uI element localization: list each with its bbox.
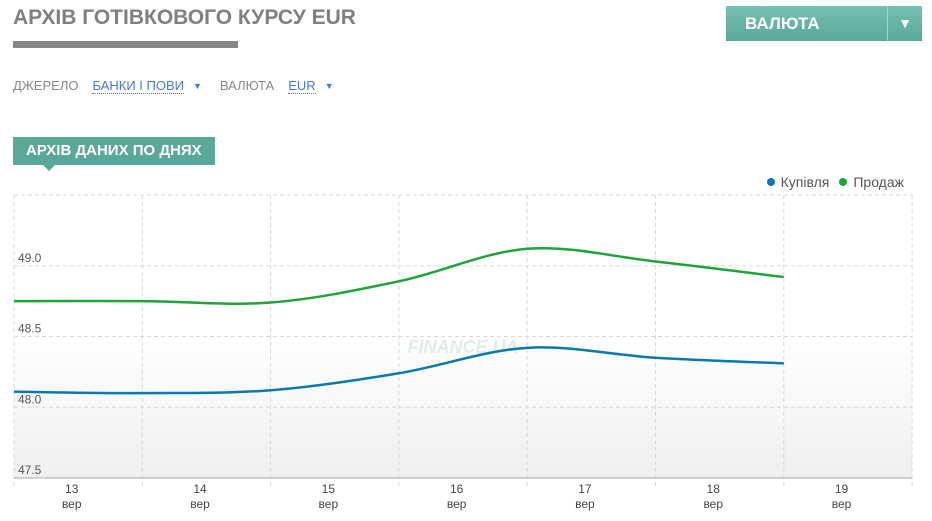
chevron-down-icon[interactable]: ▼ (193, 81, 202, 91)
legend-dot-icon (766, 178, 775, 186)
x-tick-sublabel: вер (62, 497, 82, 511)
legend-dot-icon (839, 178, 848, 186)
x-tick-label: 18 (707, 482, 721, 496)
x-tick-label: 17 (578, 482, 592, 496)
x-tick-label: 13 (65, 482, 79, 496)
section-tag: АРХІВ ДАНИХ ПО ДНЯХ (13, 137, 215, 171)
x-tick-sublabel: вер (319, 497, 339, 511)
legend-sell[interactable]: Продаж (839, 174, 904, 190)
x-tick-sublabel: вер (447, 497, 467, 511)
series-line-buy (13, 346, 784, 395)
title-underline (13, 41, 238, 48)
x-tick-sublabel: вер (832, 497, 852, 511)
currency-button[interactable]: ВАЛЮТА ▼ (726, 6, 922, 41)
x-tick-label: 16 (450, 482, 464, 496)
y-tick-label: 49.0 (18, 251, 42, 265)
page-title: АРХІВ ГОТІВКОВОГО КУРСУ EUR (13, 6, 356, 29)
x-tick-sublabel: вер (190, 497, 210, 511)
chart-legend: Купівля Продаж (766, 174, 904, 190)
x-tick-sublabel: вер (575, 497, 595, 511)
currency-select[interactable]: EUR (288, 78, 316, 94)
x-tick-label: 15 (322, 482, 336, 496)
y-tick-label: 48.0 (18, 392, 42, 406)
legend-buy[interactable]: Купівля (766, 174, 829, 190)
x-tick-label: 14 (193, 482, 207, 496)
x-tick-label: 19 (835, 482, 849, 496)
currency-button-label[interactable]: ВАЛЮТА (745, 14, 820, 33)
filters: ДЖЕРЕЛО БАНКИ І ПОВИ ▼ ВАЛЮТА EUR ▼ (13, 78, 334, 94)
chevron-down-icon[interactable]: ▼ (324, 81, 334, 91)
y-tick-label: 47.5 (18, 463, 42, 477)
watermark: FINANCE.UA (408, 337, 519, 357)
x-tick-sublabel: вер (703, 497, 723, 511)
chevron-down-icon[interactable]: ▼ (887, 6, 922, 41)
source-select[interactable]: БАНКИ І ПОВИ (92, 78, 184, 94)
series-line-sell (13, 246, 784, 305)
y-tick-label: 48.5 (18, 322, 42, 336)
currency-label: ВАЛЮТА (219, 78, 275, 93)
source-label: ДЖЕРЕЛО (13, 78, 79, 93)
